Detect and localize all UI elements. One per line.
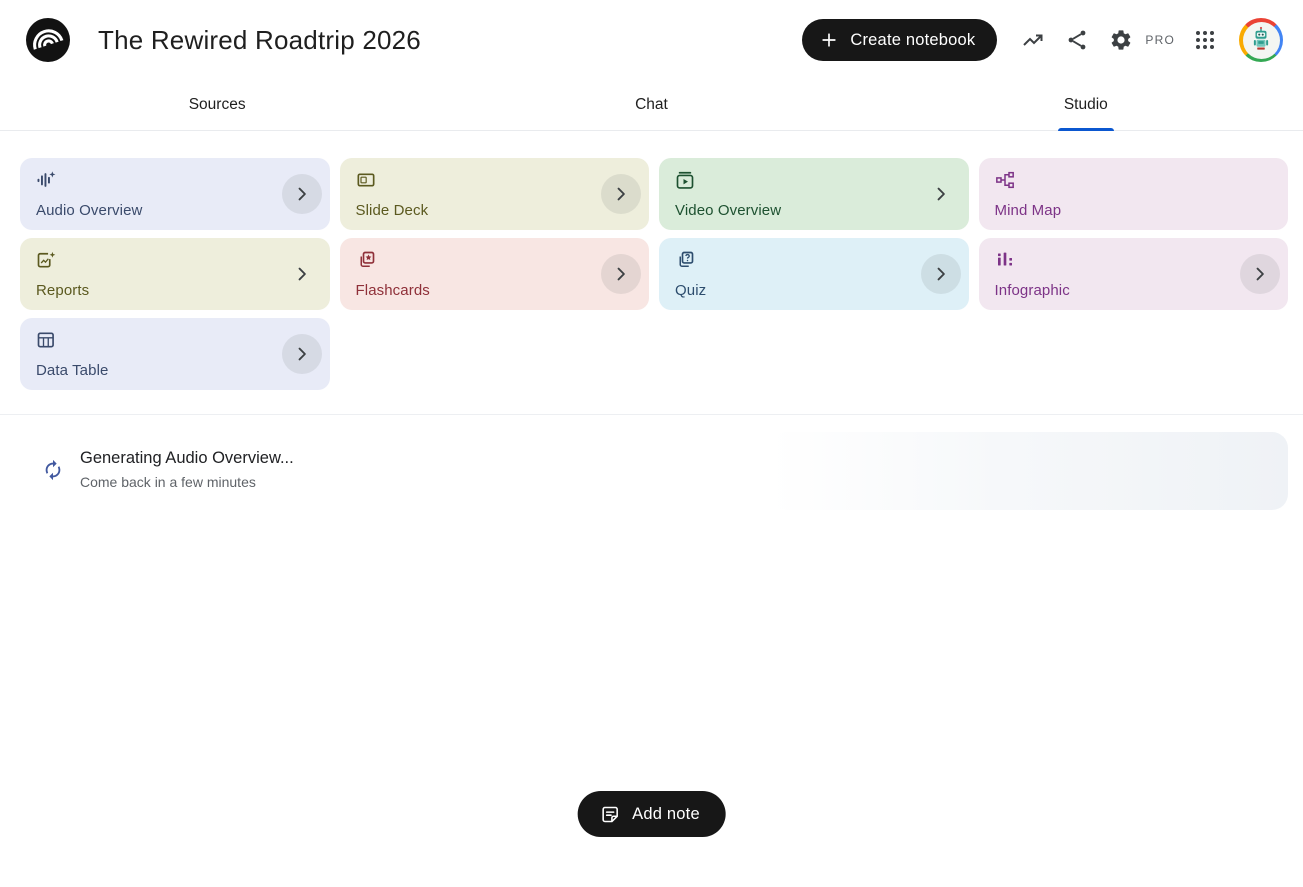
notebook-title[interactable]: The Rewired Roadtrip 2026 <box>98 24 421 55</box>
chevron-right-icon[interactable] <box>281 334 322 374</box>
app-header: The Rewired Roadtrip 2026 Create noteboo… <box>0 0 1303 80</box>
plus-icon <box>819 30 839 50</box>
chevron-right-icon[interactable] <box>281 174 322 214</box>
studio-card-data-table[interactable]: Data Table <box>20 318 330 390</box>
add-note-label: Add note <box>632 804 700 823</box>
share-icon <box>1065 28 1089 52</box>
autorenew-spinner-icon <box>42 459 64 481</box>
studio-card-reports[interactable]: Reports <box>20 238 330 310</box>
infographic-icon <box>995 250 1015 270</box>
robot-avatar-image <box>1242 21 1280 59</box>
studio-card-infographic[interactable]: Infographic <box>978 238 1288 310</box>
studio-card-flashcards[interactable]: Flashcards <box>339 238 649 310</box>
chevron-right-icon[interactable] <box>920 254 961 294</box>
data-table-icon <box>36 330 56 350</box>
analytics-button[interactable] <box>1011 18 1055 62</box>
gear-icon <box>1109 28 1133 52</box>
studio-card-mind-map[interactable]: Mind Map <box>978 158 1288 230</box>
loading-skeleton <box>770 432 1288 510</box>
tab-chat[interactable]: Chat <box>635 96 668 113</box>
chevron-right-icon[interactable] <box>921 174 961 214</box>
generating-status-title: Generating Audio Overview... <box>80 449 294 467</box>
studio-card-grid: Audio Overview Slide Deck Video Overview… <box>20 158 1288 390</box>
pro-badge: PRO <box>1145 33 1175 47</box>
create-notebook-button[interactable]: Create notebook <box>802 19 998 61</box>
chevron-right-icon[interactable] <box>601 174 641 214</box>
note-icon <box>599 804 620 825</box>
section-divider <box>0 414 1303 415</box>
studio-card-quiz[interactable]: Quiz <box>659 238 969 310</box>
chevron-right-icon[interactable] <box>601 254 641 294</box>
flashcards-icon <box>356 250 376 270</box>
report-sparkle-icon <box>36 250 56 270</box>
header-actions: Create notebook PRO <box>802 0 1283 80</box>
mind-map-icon <box>995 170 1015 190</box>
create-notebook-label: Create notebook <box>850 30 976 49</box>
chevron-right-icon[interactable] <box>1240 254 1280 294</box>
audio-waveform-sparkle-icon <box>36 170 56 190</box>
studio-card-audio-overview[interactable]: Audio Overview <box>20 158 330 230</box>
notebooklm-logo[interactable] <box>26 18 70 62</box>
slide-deck-icon <box>356 170 376 190</box>
google-apps-button[interactable] <box>1183 18 1227 62</box>
generating-status-subtitle: Come back in a few minutes <box>80 474 256 490</box>
settings-button[interactable] <box>1099 18 1143 62</box>
trending-up-icon <box>1021 28 1045 52</box>
chevron-right-icon[interactable] <box>282 254 322 294</box>
tab-studio[interactable]: Studio <box>869 80 1303 130</box>
studio-card-slide-deck[interactable]: Slide Deck <box>339 158 649 230</box>
studio-card-video-overview[interactable]: Video Overview <box>659 158 969 230</box>
generating-status-row: Generating Audio Overview... Come back i… <box>0 432 1303 510</box>
apps-grid-icon <box>1193 28 1217 52</box>
video-overview-icon <box>675 170 695 190</box>
tab-sources[interactable]: Sources <box>188 96 246 113</box>
account-avatar[interactable] <box>1239 18 1283 62</box>
add-note-button[interactable]: Add note <box>577 791 726 837</box>
share-button[interactable] <box>1055 18 1099 62</box>
panel-tabs: Sources Chat Studio <box>0 80 1303 131</box>
quiz-icon <box>675 250 695 270</box>
